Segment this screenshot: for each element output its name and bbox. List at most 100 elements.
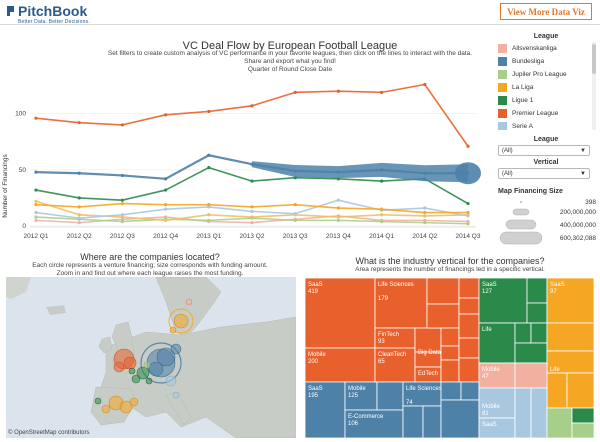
legend-item[interactable]: Serie A <box>498 120 594 130</box>
treemap-jupiler[interactable] <box>546 407 594 438</box>
data-point[interactable] <box>207 166 211 170</box>
series-premier-league[interactable] <box>34 82 470 148</box>
series-end-marker[interactable] <box>455 162 481 185</box>
data-point[interactable] <box>380 213 384 217</box>
bubble-ligue-1[interactable] <box>145 377 153 385</box>
treemap-cell[interactable] <box>514 387 532 438</box>
data-point[interactable] <box>207 203 211 207</box>
treemap-cell[interactable] <box>478 417 516 438</box>
treemap-cell[interactable] <box>426 278 460 305</box>
data-point[interactable] <box>466 210 470 215</box>
data-point[interactable] <box>336 215 340 219</box>
data-point[interactable] <box>34 116 38 120</box>
treemap-cell[interactable] <box>422 405 442 438</box>
data-point[interactable] <box>423 82 427 87</box>
legend-item[interactable]: Jupiler Pro League <box>498 68 594 81</box>
treemap-cell[interactable] <box>460 381 480 401</box>
data-point[interactable] <box>120 213 124 217</box>
treemap-cell[interactable] <box>440 399 480 438</box>
treemap-cell[interactable] <box>478 362 516 389</box>
bubble-allsvenskan[interactable] <box>185 298 193 306</box>
data-point[interactable] <box>293 90 297 94</box>
data-point[interactable] <box>34 188 38 192</box>
data-point[interactable] <box>466 219 470 224</box>
league-filter-dropdown[interactable]: (All) ▼ <box>498 145 590 156</box>
data-point[interactable] <box>164 177 168 181</box>
treemap-cell[interactable] <box>526 302 548 324</box>
data-point[interactable] <box>466 201 470 206</box>
data-point[interactable] <box>77 213 81 217</box>
treemap-cell[interactable] <box>478 387 516 419</box>
bubble-la-liga[interactable] <box>129 397 139 407</box>
treemap-cell[interactable] <box>514 342 548 364</box>
treemap-cell[interactable] <box>305 278 376 349</box>
data-point[interactable] <box>77 196 81 200</box>
series-line[interactable] <box>35 83 469 147</box>
treemap-cell[interactable] <box>546 407 573 438</box>
bubble-jupiler[interactable] <box>143 361 151 369</box>
data-point[interactable] <box>164 113 168 117</box>
data-point[interactable] <box>164 188 168 192</box>
treemap-cell[interactable] <box>514 362 548 389</box>
bubble-bundesliga[interactable] <box>148 361 164 377</box>
data-point[interactable] <box>164 203 168 207</box>
map-bubbles[interactable] <box>94 298 194 414</box>
treemap-bundesliga[interactable] <box>305 381 480 438</box>
data-point[interactable] <box>120 173 124 178</box>
data-point[interactable] <box>466 214 470 218</box>
treemap-ligue-1[interactable] <box>478 278 548 364</box>
data-point[interactable] <box>164 215 168 219</box>
treemap-cell[interactable] <box>440 345 460 361</box>
data-point[interactable] <box>34 218 38 222</box>
bubble-super-league[interactable] <box>168 308 194 334</box>
data-point[interactable] <box>120 215 124 219</box>
treemap-premier-league[interactable] <box>305 278 480 383</box>
bubble-super-league[interactable] <box>169 326 177 334</box>
data-point[interactable] <box>293 212 297 216</box>
treemap-cell[interactable] <box>426 303 460 329</box>
data-point[interactable] <box>164 207 168 211</box>
data-point[interactable] <box>120 201 124 206</box>
data-point[interactable] <box>77 205 81 209</box>
bubble-ligue-1[interactable] <box>131 374 141 384</box>
data-point[interactable] <box>423 206 427 210</box>
treemap-cell[interactable] <box>546 322 594 352</box>
data-point[interactable] <box>34 215 38 219</box>
treemap-cell[interactable] <box>440 381 462 401</box>
treemap-cell[interactable] <box>440 327 460 347</box>
treemap-la-liga[interactable] <box>546 278 594 409</box>
data-point[interactable] <box>34 199 38 203</box>
data-point[interactable] <box>293 218 297 222</box>
data-point[interactable] <box>380 219 384 224</box>
data-point[interactable] <box>336 89 340 93</box>
treemap-cell[interactable] <box>530 322 548 344</box>
data-point[interactable] <box>423 218 427 222</box>
data-point[interactable] <box>120 198 124 202</box>
data-point[interactable] <box>77 121 81 125</box>
data-point[interactable] <box>380 179 384 183</box>
treemap-serie-a[interactable] <box>478 387 548 438</box>
bubble-ligue-1[interactable] <box>128 367 136 375</box>
data-point[interactable] <box>120 123 124 127</box>
data-point[interactable] <box>336 206 340 210</box>
treemap-cell[interactable] <box>571 407 594 424</box>
treemap-allsvenskan[interactable] <box>478 362 548 389</box>
bubble-bundesliga[interactable] <box>140 342 182 384</box>
data-point[interactable] <box>207 218 211 222</box>
league-legend[interactable]: Allsvenskanliga Bundesliga Jupiler Pro Lea… <box>498 42 594 130</box>
bubble-la-liga[interactable] <box>119 400 133 414</box>
data-point[interactable] <box>423 214 427 218</box>
line-chart[interactable]: 2012 Q1 2012 Q2 2012 Q3 2012 Q4 2013 Q1 2013 … <box>0 74 490 252</box>
legend-scrollbar[interactable] <box>592 42 596 130</box>
bubble-super-league[interactable] <box>173 313 189 329</box>
data-point[interactable] <box>380 90 384 94</box>
treemap-cell[interactable] <box>514 322 532 344</box>
treemap-cell[interactable] <box>440 359 460 383</box>
data-point[interactable] <box>250 205 254 209</box>
treemap-cell[interactable] <box>458 357 480 383</box>
treemap-cell[interactable] <box>376 381 404 411</box>
vertical-treemap[interactable]: SaaS 419 Life Sciences 179 FinTech 93 Mo… <box>305 278 594 438</box>
data-point[interactable] <box>250 221 254 225</box>
data-point[interactable] <box>423 210 427 215</box>
data-point[interactable] <box>293 203 297 207</box>
